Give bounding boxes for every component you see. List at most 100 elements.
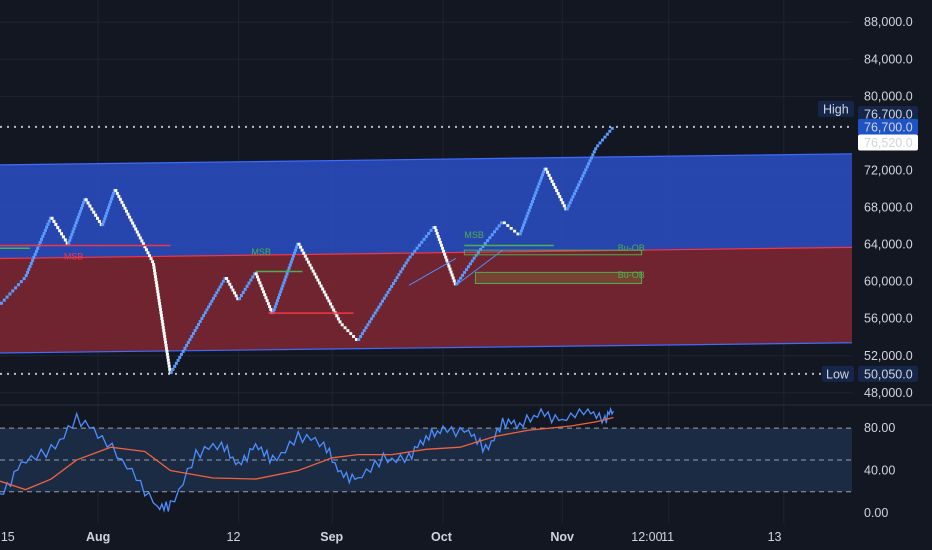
renko-brick (233, 291, 237, 295)
annotation-label: Bu-OB (618, 243, 645, 253)
renko-brick (167, 361, 171, 365)
renko-brick (137, 233, 141, 237)
renko-brick (575, 186, 579, 190)
renko-brick (164, 340, 168, 344)
renko-brick (0, 301, 3, 305)
renko-brick (16, 283, 20, 287)
renko-brick (527, 208, 531, 212)
renko-brick (96, 216, 100, 220)
renko-brick (19, 280, 23, 284)
high-price-label: 76,700.0 (864, 107, 913, 121)
y-tick-label: 52,000.0 (864, 349, 913, 363)
renko-brick (357, 337, 361, 341)
renko-brick (81, 204, 85, 207)
lower-channel-band (0, 247, 852, 353)
renko-brick (295, 245, 299, 249)
renko-brick (24, 273, 28, 278)
renko-brick (332, 308, 336, 312)
renko-brick (531, 200, 534, 203)
renko-brick (198, 320, 202, 324)
renko-brick (72, 227, 76, 231)
renko-brick (67, 241, 71, 245)
renko-brick (495, 227, 499, 231)
renko-brick (153, 272, 157, 276)
renko-brick (158, 307, 162, 311)
renko-brick (63, 238, 67, 242)
renko-brick (546, 170, 550, 174)
renko-brick (322, 290, 326, 294)
y-tick-label: 56,000.0 (864, 312, 913, 326)
renko-brick (165, 349, 169, 353)
renko-brick (266, 302, 270, 306)
renko-brick (362, 329, 366, 333)
renko-brick (549, 176, 553, 180)
renko-brick (171, 367, 175, 371)
renko-brick (434, 229, 438, 232)
renko-brick (163, 337, 167, 341)
renko-brick (255, 275, 259, 279)
renko-brick (163, 334, 167, 338)
renko-brick (288, 263, 292, 267)
renko-brick (579, 177, 583, 181)
renko-brick (169, 370, 173, 374)
renko-brick (140, 239, 144, 243)
renko-brick (303, 254, 307, 258)
renko-brick (73, 224, 77, 228)
osc-y-tick-label: 0.00 (864, 506, 888, 520)
renko-brick (417, 243, 421, 247)
renko-brick (420, 240, 424, 244)
renko-brick (126, 212, 130, 216)
osc-y-tick-label: 40.00 (864, 464, 895, 478)
renko-brick (340, 323, 344, 327)
renko-brick (313, 272, 317, 276)
y-tick-label: 72,000.0 (864, 163, 913, 177)
renko-brick (370, 317, 374, 321)
renko-brick (461, 273, 465, 277)
renko-brick (399, 270, 403, 274)
osc-y-tick-label: 80.00 (864, 421, 895, 435)
renko-brick (547, 173, 551, 177)
renko-brick (174, 361, 178, 365)
renko-brick (520, 226, 524, 230)
y-tick-label: 88,000.0 (864, 15, 913, 29)
renko-brick (162, 331, 166, 335)
renko-brick (225, 277, 229, 280)
renko-brick (466, 265, 470, 269)
renko-brick (79, 206, 83, 210)
renko-brick (537, 182, 541, 186)
renko-brick (415, 246, 419, 250)
renko-brick (525, 214, 529, 218)
renko-brick (193, 329, 197, 332)
renko-brick (287, 266, 291, 270)
renko-brick (404, 261, 408, 265)
renko-brick (243, 287, 247, 291)
renko-brick (541, 173, 545, 177)
renko-brick (305, 257, 309, 261)
renko-brick (257, 278, 261, 282)
renko-brick (22, 277, 26, 281)
renko-brick (200, 317, 204, 321)
renko-brick (603, 135, 607, 139)
renko-brick (181, 349, 185, 353)
renko-brick (442, 249, 446, 253)
renko-brick (445, 258, 449, 262)
renko-brick (167, 364, 171, 368)
renko-brick (148, 254, 152, 258)
renko-brick (377, 305, 381, 309)
renko-brick (598, 141, 602, 145)
renko-brick (379, 302, 383, 306)
renko-brick (155, 287, 159, 291)
renko-brick (422, 237, 426, 241)
renko-brick (297, 242, 301, 246)
renko-brick (97, 219, 101, 223)
renko-brick (179, 352, 183, 356)
renko-brick (117, 194, 121, 198)
renko-brick (155, 284, 159, 288)
renko-brick (162, 328, 166, 332)
renko-brick (562, 204, 566, 208)
x-tick-label: 12 (227, 530, 241, 544)
renko-brick (406, 258, 410, 262)
renko-brick (154, 281, 158, 285)
x-tick-label: 15 (1, 530, 15, 544)
